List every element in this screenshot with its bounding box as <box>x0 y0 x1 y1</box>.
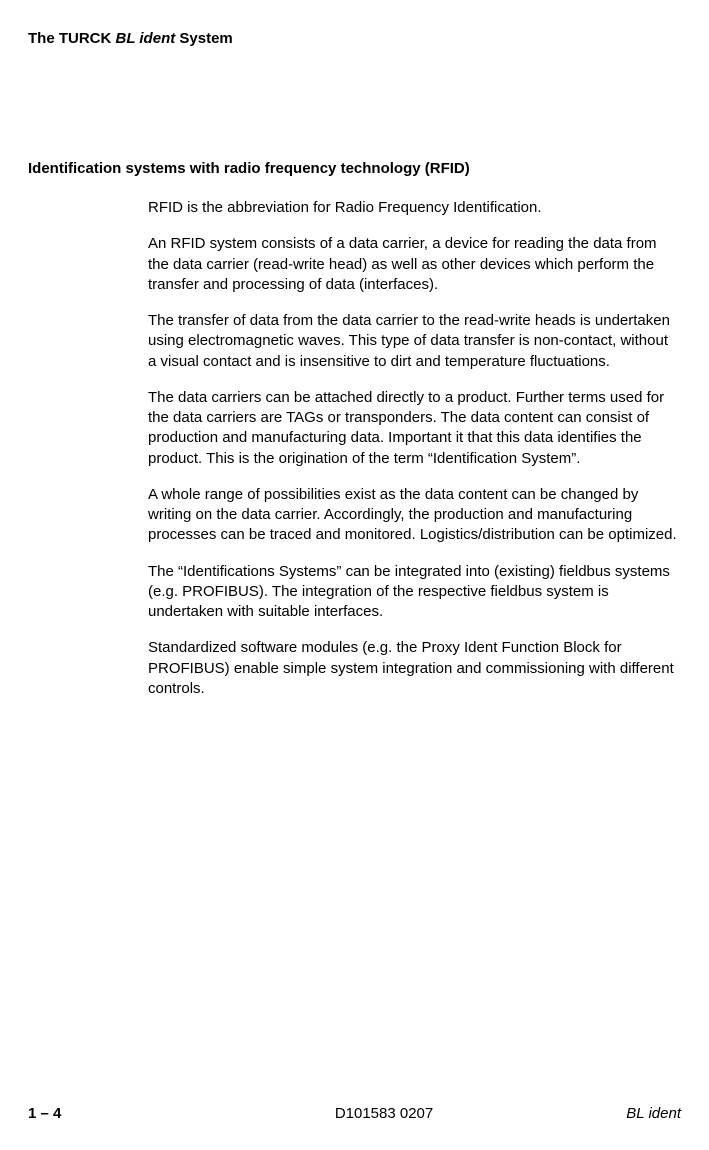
page-footer: 1 – 4 D101583 0207 BL ident <box>28 1105 681 1122</box>
header-suffix: System <box>175 30 233 47</box>
header-italic: BL ident <box>116 30 176 47</box>
footer-doc-id: D101583 0207 <box>335 1105 433 1122</box>
header-prefix: The TURCK <box>28 30 116 47</box>
footer-page-number: 1 – 4 <box>28 1105 61 1122</box>
footer-product: BL ident <box>626 1105 681 1122</box>
paragraph: The “Identifications Systems” can be int… <box>148 562 678 623</box>
paragraph: Standardized software modules (e.g. the … <box>148 638 678 699</box>
paragraph: The transfer of data from the data carri… <box>148 311 678 372</box>
paragraph: An RFID system consists of a data carrie… <box>148 234 678 295</box>
paragraph: RFID is the abbreviation for Radio Frequ… <box>148 198 678 218</box>
paragraph: A whole range of possibilities exist as … <box>148 485 678 546</box>
page-header: The TURCK BL ident System <box>28 30 233 47</box>
paragraph: The data carriers can be attached direct… <box>148 388 678 469</box>
section-heading: Identification systems with radio freque… <box>28 160 470 177</box>
body-content: RFID is the abbreviation for Radio Frequ… <box>148 198 678 715</box>
